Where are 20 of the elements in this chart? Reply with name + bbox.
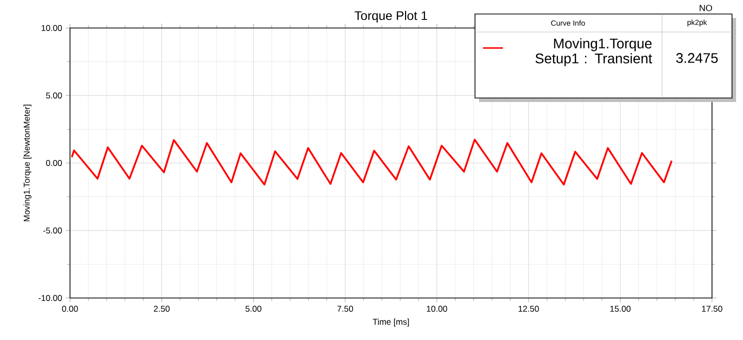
x-tick-label: 15.00	[610, 306, 631, 312]
y-tick-label: 0.00	[46, 160, 62, 166]
text: Moving1.Torque Setup1 : Transient	[536, 38, 652, 66]
line-series	[70, 138, 673, 186]
y-axis-title: Moving1.Torque [NewtonMeter]	[23, 104, 32, 222]
y-tick-label: -5.00	[43, 228, 62, 234]
x-axis-title: Time [ms]	[372, 318, 409, 326]
chart-title: Torque Plot 1	[354, 10, 428, 22]
y-tick-label: 10.00	[42, 25, 62, 31]
y-tick-label: -10.00	[38, 295, 62, 301]
annotation: 3.2475	[676, 53, 718, 63]
x-tick-label: 0.00	[62, 306, 78, 312]
text: NO	[700, 4, 712, 12]
x-tick-label: 7.50	[337, 306, 354, 312]
x-tick-label: 17.50	[702, 306, 722, 312]
x-tick-label: 2.50	[154, 306, 170, 312]
x-tick-label: 10.00	[426, 306, 448, 312]
y-tick-label: 5.00	[46, 92, 62, 98]
x-tick-label: 5.00	[246, 306, 262, 312]
x-tick-label: 12.50	[518, 306, 539, 312]
